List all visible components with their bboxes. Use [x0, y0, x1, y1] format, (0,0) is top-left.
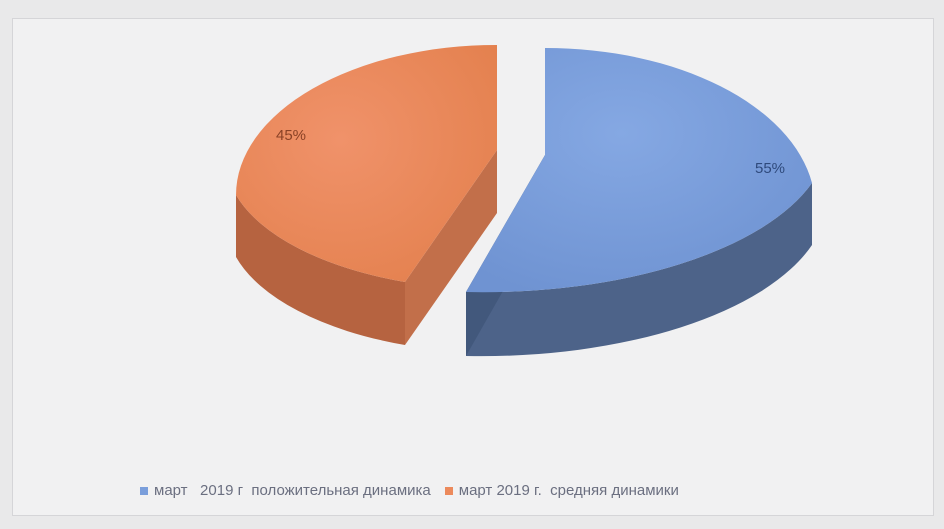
legend-swatch-average [444, 486, 453, 495]
data-label-positive: 55% [755, 160, 785, 177]
slice-side-positive [466, 183, 812, 357]
legend-item-average: март 2019 г. средняя динамики [444, 482, 679, 499]
legend-swatch-positive [140, 486, 148, 495]
slice-average [236, 44, 497, 283]
chart-legend: март 2019 г положительная динамика март … [140, 482, 679, 499]
slice-positive [466, 47, 812, 293]
legend-item-positive: март 2019 г положительная динамика [140, 482, 431, 499]
slice-side-average [236, 195, 405, 345]
data-label-average: 45% [276, 127, 306, 144]
slice-cut-average [405, 150, 497, 345]
legend-label-positive: март 2019 г положительная динамика [154, 482, 431, 499]
legend-label-average: март 2019 г. средняя динамики [458, 482, 679, 499]
